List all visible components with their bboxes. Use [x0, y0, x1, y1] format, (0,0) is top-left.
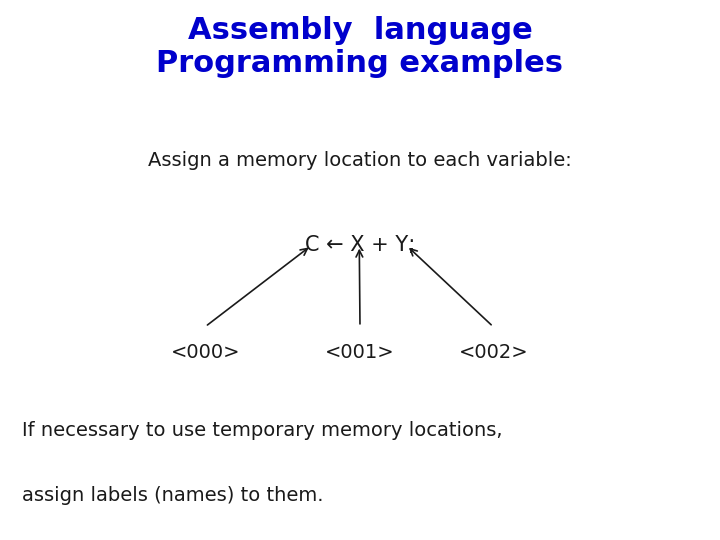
- Text: Assign a memory location to each variable:: Assign a memory location to each variabl…: [148, 151, 572, 170]
- Text: <001>: <001>: [325, 343, 395, 362]
- Text: C ← X + Y;: C ← X + Y;: [305, 235, 415, 255]
- Text: <002>: <002>: [459, 343, 528, 362]
- Text: assign labels (names) to them.: assign labels (names) to them.: [22, 486, 323, 505]
- Text: Assembly  language
Programming examples: Assembly language Programming examples: [156, 16, 564, 78]
- Text: <000>: <000>: [171, 343, 240, 362]
- Text: If necessary to use temporary memory locations,: If necessary to use temporary memory loc…: [22, 421, 502, 440]
